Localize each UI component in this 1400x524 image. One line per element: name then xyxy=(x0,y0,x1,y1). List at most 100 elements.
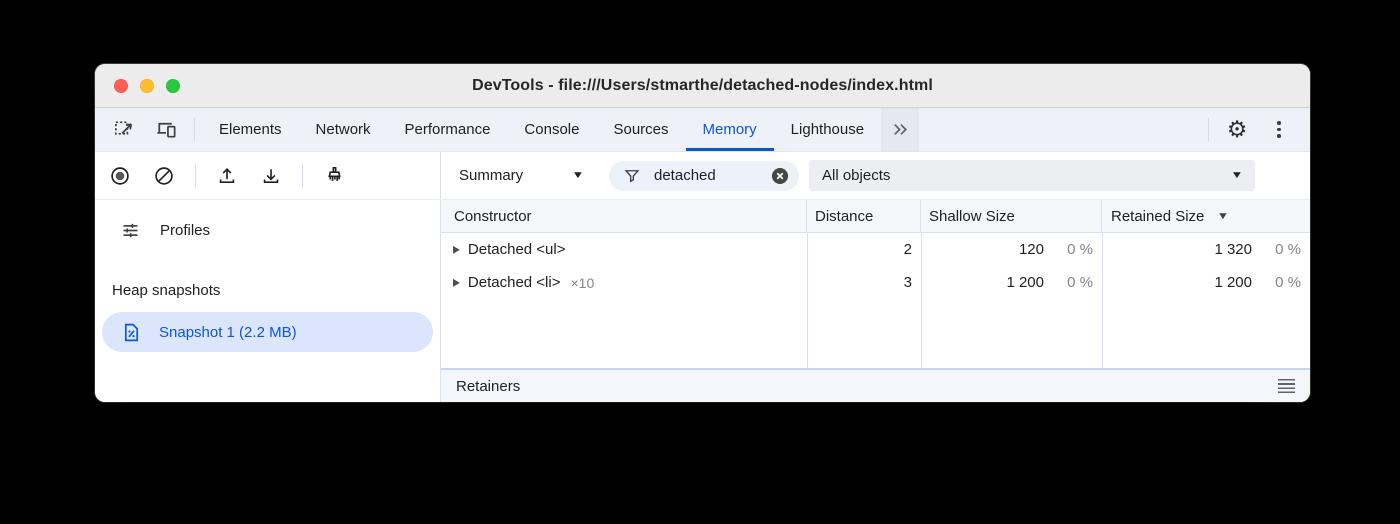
column-header-shallow-size[interactable]: Shallow Size xyxy=(921,200,1102,232)
window-title: DevTools - file:///Users/stmarthe/detach… xyxy=(472,76,933,94)
memory-toolbar: Summary ▼ detached xyxy=(95,152,1310,200)
column-header-constructor[interactable]: Constructor xyxy=(441,200,807,232)
object-scope-select[interactable]: All objects ▼ xyxy=(809,160,1255,191)
heap-snapshots-heading: Heap snapshots xyxy=(112,281,221,299)
constructor-cell: ▶ Detached <li> ×10 xyxy=(441,274,807,291)
shallow-size-percent: 0 % xyxy=(1067,241,1093,258)
zoom-window-button[interactable] xyxy=(166,78,180,93)
sidebar-item-snapshot-1[interactable]: Snapshot 1 (2.2 MB) xyxy=(102,312,433,352)
object-scope-value: All objects xyxy=(822,167,891,184)
retained-size-value: 1 200 xyxy=(1214,274,1252,291)
heap-snapshot-document-icon xyxy=(121,322,142,343)
minimize-window-button[interactable] xyxy=(140,78,154,93)
memory-panel-body: Profiles Heap snapshots Snapshot 1 (2.2 … xyxy=(95,200,1310,402)
block-icon xyxy=(153,165,175,187)
tab-sources[interactable]: Sources xyxy=(613,121,669,138)
sidebar-item-profiles[interactable]: Profiles xyxy=(95,210,440,250)
record-icon xyxy=(109,165,131,187)
retained-size-percent: 0 % xyxy=(1275,241,1301,258)
retained-size-percent: 0 % xyxy=(1275,274,1301,291)
filter-funnel-icon xyxy=(623,167,641,185)
constructor-name: Detached <ul> xyxy=(467,241,566,258)
class-filter-input[interactable]: detached xyxy=(609,160,799,191)
upload-icon xyxy=(216,165,238,187)
traffic-lights xyxy=(114,64,180,107)
column-divider xyxy=(807,233,808,368)
device-toolbar-icon xyxy=(155,118,178,141)
devtools-menu-button[interactable] xyxy=(1258,108,1300,151)
inspect-element-button[interactable] xyxy=(103,108,145,151)
shallow-size-cell: 1 200 0 % xyxy=(921,274,1102,291)
retainers-bar: Retainers xyxy=(441,368,1310,402)
tabbar-separator xyxy=(1208,118,1209,141)
tab-elements[interactable]: Elements xyxy=(219,121,282,138)
table-row-detached-ul[interactable]: ▶ Detached <ul> 2 120 0 % 1 320 0 % xyxy=(441,233,1310,266)
retained-size-cell: 1 200 0 % xyxy=(1102,274,1310,291)
shallow-size-value: 1 200 xyxy=(1006,274,1044,291)
tab-performance[interactable]: Performance xyxy=(404,121,491,138)
settings-button[interactable]: ⚙ xyxy=(1216,108,1258,151)
pane-menu-icon[interactable] xyxy=(1278,379,1295,393)
grid-body: ▶ Detached <ul> 2 120 0 % 1 320 0 % xyxy=(441,233,1310,368)
retained-size-cell: 1 320 0 % xyxy=(1102,241,1310,258)
constructor-name: Detached <li> xyxy=(467,274,561,291)
tab-console[interactable]: Console xyxy=(524,121,580,138)
column-header-distance[interactable]: Distance xyxy=(807,200,921,232)
device-toolbar-button[interactable] xyxy=(145,108,187,151)
distance-cell: 2 xyxy=(903,241,912,258)
kebab-menu-icon xyxy=(1277,121,1281,138)
perspective-select-value: Summary xyxy=(459,167,524,184)
shallow-size-cell: 120 0 % xyxy=(921,241,1102,258)
tabbar-separator xyxy=(194,118,195,141)
column-divider xyxy=(921,233,922,368)
titlebar: DevTools - file:///Users/stmarthe/detach… xyxy=(95,64,1310,108)
more-tabs-button[interactable] xyxy=(881,108,920,151)
tab-network[interactable]: Network xyxy=(315,121,371,138)
instance-count-badge: ×10 xyxy=(570,274,595,291)
tab-lighthouse[interactable]: Lighthouse xyxy=(790,121,865,138)
chevron-down-icon: ▼ xyxy=(571,170,585,181)
chevron-down-icon: ▼ xyxy=(1230,170,1244,181)
class-filter-value: detached xyxy=(654,167,716,184)
toolbar-separator xyxy=(302,162,303,189)
expand-triangle-icon[interactable]: ▶ xyxy=(453,243,460,255)
profiles-sidebar: Profiles Heap snapshots Snapshot 1 (2.2 … xyxy=(95,200,441,402)
clear-filter-button[interactable] xyxy=(770,166,790,186)
heap-snapshot-view: Constructor Distance Shallow Size Retain… xyxy=(441,200,1310,402)
tabbar-spacer xyxy=(919,108,1201,151)
column-divider xyxy=(1102,233,1103,368)
perspective-select[interactable]: Summary ▼ xyxy=(459,167,609,184)
toolbar-separator xyxy=(195,162,196,189)
inspect-cursor-icon xyxy=(113,118,136,141)
clear-profiles-button[interactable] xyxy=(142,152,186,199)
tune-sliders-icon xyxy=(120,220,141,241)
close-window-button[interactable] xyxy=(114,78,128,93)
expand-triangle-icon[interactable]: ▶ xyxy=(453,276,460,288)
record-heap-snapshot-button[interactable] xyxy=(98,152,142,199)
retained-size-value: 1 320 xyxy=(1214,241,1252,258)
retainers-label: Retainers xyxy=(456,377,521,395)
collect-garbage-button[interactable] xyxy=(312,152,356,199)
tab-memory[interactable]: Memory xyxy=(685,108,774,151)
column-header-retained-size[interactable]: Retained Size ▼ xyxy=(1111,207,1230,225)
sort-descending-icon: ▼ xyxy=(1217,210,1230,222)
constructor-cell: ▶ Detached <ul> xyxy=(441,241,807,258)
sidebar-item-label: Profiles xyxy=(160,221,211,239)
broom-icon xyxy=(323,164,346,187)
gear-icon: ⚙ xyxy=(1226,116,1248,142)
load-profile-button[interactable] xyxy=(205,152,249,199)
download-icon xyxy=(260,165,282,187)
profile-actions xyxy=(95,152,441,199)
view-controls: Summary ▼ detached xyxy=(441,152,1310,199)
grid-header: Constructor Distance Shallow Size Retain… xyxy=(441,200,1310,233)
devtools-window: DevTools - file:///Users/stmarthe/detach… xyxy=(95,64,1310,402)
distance-cell: 3 xyxy=(903,274,912,291)
snapshot-label: Snapshot 1 (2.2 MB) xyxy=(159,323,297,341)
save-profile-button[interactable] xyxy=(249,152,293,199)
shallow-size-percent: 0 % xyxy=(1067,274,1093,291)
shallow-size-value: 120 xyxy=(1018,241,1044,258)
x-circle-icon xyxy=(772,167,788,184)
table-row-detached-li[interactable]: ▶ Detached <li> ×10 3 1 200 0 % 1 200 0 … xyxy=(441,266,1310,299)
devtools-tabbar: Elements Network Performance Console Sou… xyxy=(95,108,1310,152)
